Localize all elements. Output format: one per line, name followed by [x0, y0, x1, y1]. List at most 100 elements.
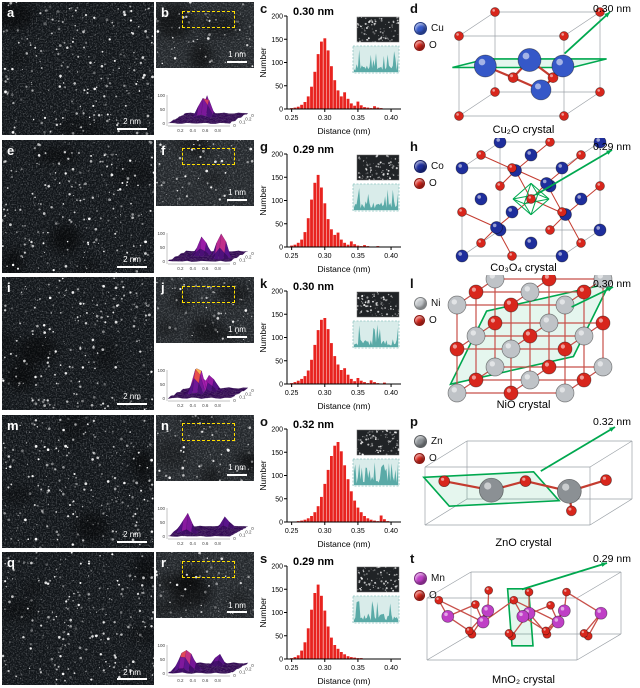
- metal-atom-icon: [414, 22, 427, 35]
- stem-image-panel: a 2 nm: [2, 2, 154, 135]
- crystal-panel: l 0.30 nm Ni O NiO crystal: [407, 275, 640, 413]
- legend-metal-label: Zn: [431, 435, 443, 447]
- scale-bar-line: [227, 61, 247, 63]
- crystal-panel: h 0.29 nm Co O Co₃O₄ crystal: [407, 137, 640, 275]
- panel-letter: q: [7, 555, 15, 571]
- legend-metal-label: Mn: [431, 573, 445, 585]
- svg-text:0.40: 0.40: [384, 390, 398, 397]
- svg-text:0.25: 0.25: [285, 665, 299, 672]
- svg-text:50: 50: [275, 358, 283, 365]
- svg-text:0.2: 0.2: [245, 116, 252, 121]
- svg-text:Number: Number: [258, 322, 268, 352]
- histogram-panel: 0 50 100 150 200 0.25 0.30 0.35 0.40 Distance (nm…: [257, 275, 407, 413]
- scale-bar-line: [117, 678, 147, 681]
- svg-text:0.30: 0.30: [318, 115, 332, 122]
- zoom-image-panel: b 1 nm: [156, 2, 254, 68]
- legend-metal: Zn: [414, 434, 443, 448]
- svg-text:0: 0: [233, 536, 236, 541]
- distance-label: 0.29 nm: [593, 553, 631, 566]
- svg-text:50: 50: [275, 496, 283, 503]
- zoom-image-panel: f 1 nm: [156, 139, 254, 206]
- scale-bar-label: 2 nm: [123, 529, 141, 539]
- crystal-canvas: [407, 0, 640, 137]
- scale-bar-line: [227, 198, 247, 201]
- metal-atom-icon: [414, 434, 427, 448]
- svg-text:0.8: 0.8: [214, 266, 221, 271]
- svg-text:0: 0: [162, 671, 165, 676]
- zoom-canvas: [156, 2, 254, 68]
- scale-bar-label: 2 nm: [123, 667, 141, 677]
- svg-text:0.4: 0.4: [190, 403, 197, 408]
- svg-text:100: 100: [157, 368, 165, 373]
- svg-text:50: 50: [275, 634, 283, 641]
- legend-metal-label: Ni: [431, 298, 441, 310]
- svg-text:100: 100: [157, 506, 165, 511]
- svg-text:0.30: 0.30: [318, 253, 332, 260]
- legend-oxygen: O: [414, 452, 443, 464]
- svg-text:Distance (nm): Distance (nm): [318, 126, 371, 136]
- scale-bar: 1 nm: [227, 187, 247, 201]
- svg-text:100: 100: [271, 473, 283, 480]
- histogram-canvas: 0 50 100 150 200 0.25 0.30 0.35 0.40 Distance (nm…: [257, 275, 407, 412]
- svg-text:0.4: 0.4: [190, 128, 197, 133]
- svg-text:Number: Number: [258, 598, 268, 628]
- histogram-panel: 0 50 100 150 200 0.25 0.30 0.35 0.40 Distance (nm…: [257, 550, 407, 688]
- stem-canvas: [2, 2, 154, 135]
- svg-text:0.35: 0.35: [351, 390, 365, 397]
- svg-text:50: 50: [160, 520, 166, 525]
- scale-bar-label: 1 nm: [228, 187, 246, 197]
- svg-text:0.2: 0.2: [177, 266, 184, 271]
- legend: Co O: [414, 159, 444, 189]
- svg-text:0.3: 0.3: [251, 663, 254, 668]
- histogram-canvas: 0 50 100 150 200 0.25 0.30 0.35 0.40 Distance (nm…: [257, 0, 407, 137]
- svg-text:Distance (nm): Distance (nm): [318, 539, 371, 549]
- svg-text:100: 100: [157, 231, 165, 236]
- crystal-panel: d 0.30 nm Cu O Cu₂O crystal: [407, 0, 640, 137]
- panel-letter: o: [260, 413, 268, 429]
- svg-text:0: 0: [279, 657, 283, 664]
- svg-text:0.6: 0.6: [202, 403, 209, 408]
- svg-text:0.25: 0.25: [285, 390, 299, 397]
- oxygen-atom-icon: [414, 452, 425, 464]
- svg-text:0: 0: [233, 261, 236, 266]
- svg-text:Number: Number: [258, 47, 268, 77]
- hist-peak-label: 0.29 nm: [293, 143, 334, 156]
- panel-letter: s: [260, 551, 268, 567]
- scale-bar: 2 nm: [117, 529, 147, 543]
- legend-metal-label: Cu: [431, 23, 444, 34]
- svg-text:0: 0: [279, 244, 283, 251]
- histogram-canvas: 0 50 100 150 200 0.25 0.30 0.35 0.40 Distance (nm…: [257, 138, 407, 275]
- stem-image-panel: m 2 nm: [2, 414, 154, 548]
- scale-bar: 2 nm: [117, 117, 147, 130]
- svg-text:0.2: 0.2: [245, 667, 252, 672]
- stem-image-panel: i 2 nm: [2, 277, 154, 411]
- scale-bar-label: 2 nm: [123, 392, 141, 402]
- legend-oxygen: O: [414, 40, 444, 51]
- zoom-image-panel: r 1 nm: [156, 552, 254, 619]
- panel-letter: e: [7, 142, 15, 158]
- svg-text:0: 0: [162, 259, 165, 264]
- svg-text:200: 200: [271, 151, 283, 158]
- roi-box: [182, 560, 236, 579]
- svg-text:50: 50: [160, 245, 166, 250]
- svg-text:0.1: 0.1: [239, 395, 246, 400]
- crystal-canvas: [407, 137, 640, 275]
- metal-atom-icon: [414, 572, 427, 586]
- stem-image-panel: e 2 nm: [2, 139, 154, 273]
- crystal-caption: ZnO crystal: [495, 536, 552, 549]
- scale-bar-line: [117, 128, 147, 130]
- svg-text:0.1: 0.1: [239, 120, 246, 125]
- panel-letter: t: [410, 551, 415, 567]
- svg-text:150: 150: [271, 587, 283, 594]
- stem-canvas: [2, 277, 154, 411]
- legend-metal: Mn: [414, 572, 445, 586]
- roi-box: [182, 285, 236, 303]
- metal-atom-icon: [414, 297, 427, 311]
- legend-oxygen-label: O: [429, 590, 437, 602]
- legend-oxygen: O: [414, 315, 440, 327]
- svg-text:0.40: 0.40: [384, 253, 398, 260]
